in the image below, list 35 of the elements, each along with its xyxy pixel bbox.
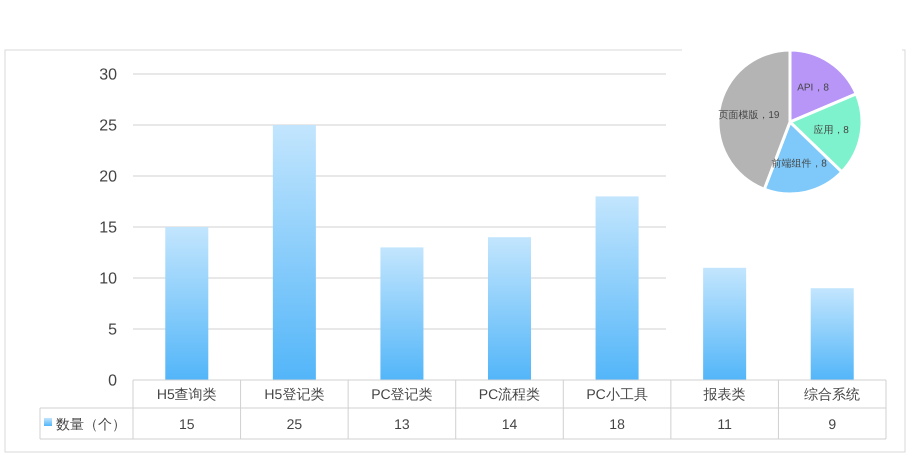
x-tick-label: PC小工具: [586, 386, 648, 402]
slice-label: API: [797, 82, 814, 94]
data-label: 11: [717, 416, 732, 432]
data-label: 14: [502, 416, 518, 432]
y-tick-label: 15: [99, 220, 118, 237]
y-tick-label: 25: [99, 118, 118, 135]
data-label: ，19: [758, 110, 780, 121]
data-label: 13: [394, 416, 410, 432]
x-tick-label: 报表类: [702, 386, 746, 402]
bar: [596, 196, 639, 380]
x-tick-label: H5登记类: [264, 386, 324, 402]
slice-label: 应用: [813, 124, 834, 136]
bar: [380, 247, 424, 380]
y-tick-label: 0: [108, 372, 118, 390]
data-label: 25: [286, 416, 302, 432]
bar: [703, 268, 746, 380]
x-tick-label: PC流程类: [478, 386, 540, 402]
data-label: ，8: [811, 158, 828, 170]
x-tick-label: PC登记类: [371, 386, 433, 402]
legend-label: 数量（个）: [56, 416, 126, 432]
data-label: ，8: [833, 125, 850, 136]
y-tick-label: 20: [99, 168, 118, 186]
y-tick-label: 5: [108, 322, 118, 339]
bar: [810, 288, 854, 380]
bar: [165, 227, 208, 380]
bar: [488, 237, 532, 380]
bar: [272, 125, 316, 380]
y-tick-label: 30: [99, 66, 118, 84]
y-tick-label: 10: [99, 270, 118, 288]
data-label: 9: [828, 416, 836, 432]
data-label: 18: [609, 416, 626, 432]
x-tick-label: 综合系统: [804, 386, 860, 402]
data-label: 15: [178, 416, 195, 432]
data-label: ，8: [813, 82, 830, 94]
x-tick-label: H5查询类: [156, 386, 217, 402]
